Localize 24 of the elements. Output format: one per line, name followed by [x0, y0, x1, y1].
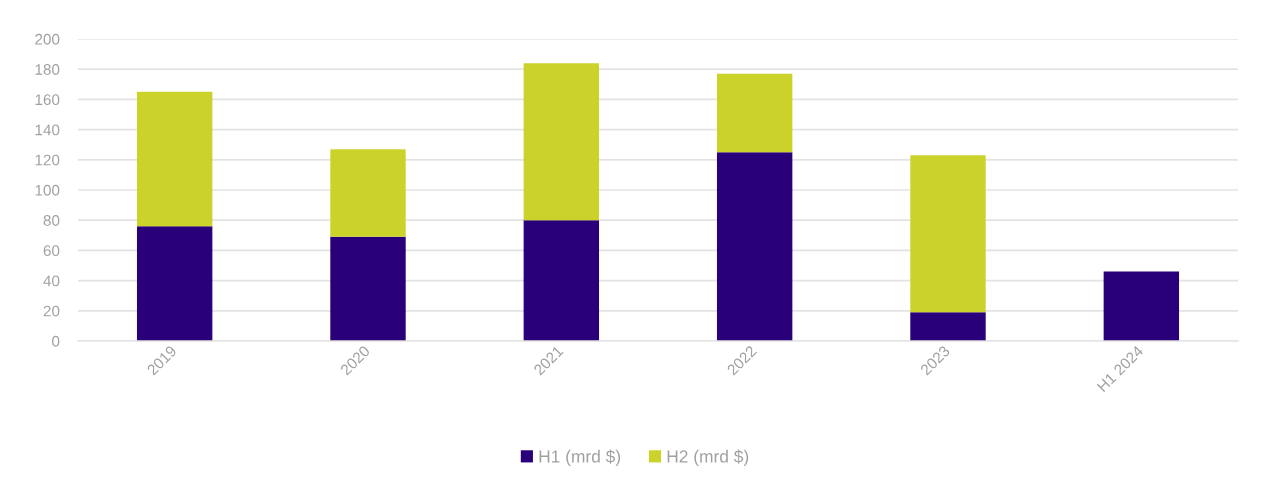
y-tick-label: 60 [43, 245, 60, 257]
bar [910, 312, 986, 341]
y-tick-label: 120 [35, 154, 60, 166]
bar [136, 91, 213, 227]
legend-label: H2 (mrd $) [667, 449, 749, 467]
bar [523, 220, 600, 341]
y-tick-label: 20 [43, 305, 60, 317]
bar [330, 236, 406, 341]
bar [523, 63, 600, 221]
y-tick-label: 180 [35, 64, 60, 75]
bar [910, 155, 986, 313]
legend-label: H1 (mrd $) [539, 449, 621, 467]
bar [136, 226, 213, 341]
y-tick-label: 140 [35, 124, 60, 136]
bar [330, 149, 406, 237]
bar [1103, 271, 1180, 341]
y-tick-label: 0 [52, 335, 60, 347]
y-tick-label: 40 [43, 275, 60, 287]
bar [716, 152, 793, 341]
y-tick-label: 200 [35, 33, 60, 45]
y-tick-label: 160 [35, 94, 60, 106]
y-tick-label: 100 [35, 184, 60, 196]
y-tick-label: 80 [43, 215, 60, 226]
bar [716, 73, 793, 153]
